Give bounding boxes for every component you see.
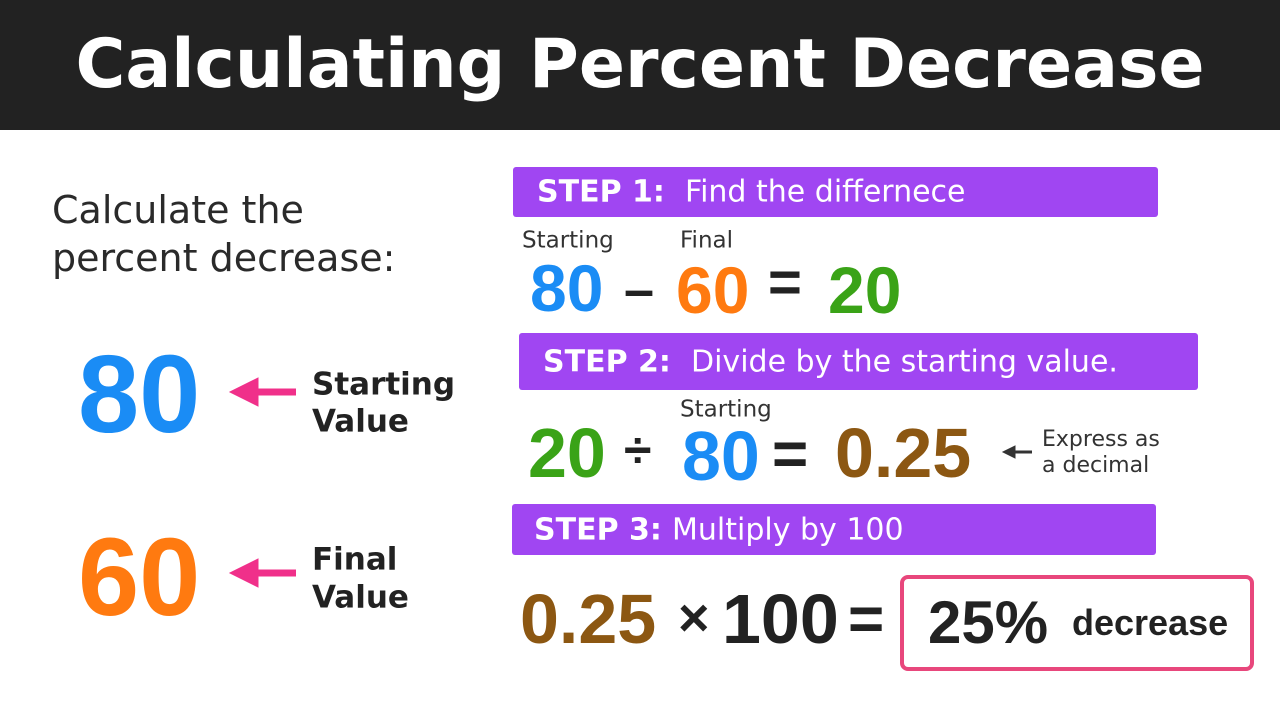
arrow-head bbox=[1001, 445, 1016, 459]
step-bar: STEP 2: Divide by the starting value. bbox=[519, 333, 1198, 390]
step-bar: STEP 1: Find the differnece bbox=[513, 167, 1158, 217]
given-label: Value bbox=[312, 579, 409, 616]
number: 100 bbox=[722, 580, 839, 658]
header bbox=[0, 0, 1280, 130]
operator: = bbox=[848, 585, 885, 654]
number: 60 bbox=[676, 253, 750, 327]
given-label: Final bbox=[312, 541, 398, 578]
given-value: 80 bbox=[78, 333, 201, 456]
note: Express as bbox=[1042, 427, 1160, 452]
number: 80 bbox=[530, 251, 604, 325]
operator: × bbox=[678, 588, 710, 648]
number: 80 bbox=[682, 417, 760, 495]
number: 20 bbox=[828, 253, 902, 327]
given-label: Starting bbox=[312, 366, 456, 403]
step-text: Multiply by 100 bbox=[672, 512, 904, 547]
step-label: STEP 2: bbox=[543, 344, 671, 379]
operator: – bbox=[624, 260, 655, 320]
step-bar: STEP 3: Multiply by 100 bbox=[512, 504, 1156, 555]
operator: ÷ bbox=[624, 422, 652, 478]
number: 0.25 bbox=[835, 414, 972, 492]
given-label: Value bbox=[312, 403, 409, 440]
caption: Starting bbox=[680, 396, 772, 423]
operator: = bbox=[772, 420, 809, 489]
prompt: Calculate the bbox=[52, 188, 304, 232]
result-unit: decrease bbox=[1072, 602, 1229, 643]
step-label: STEP 1: bbox=[537, 174, 665, 210]
operator: = bbox=[768, 250, 802, 315]
arrow-head bbox=[228, 377, 259, 407]
prompt: percent decrease: bbox=[52, 236, 396, 280]
step-label: STEP 3: bbox=[534, 512, 662, 547]
number: 20 bbox=[528, 414, 606, 492]
step-text: Divide by the starting value. bbox=[691, 344, 1118, 379]
step-text: Find the differnece bbox=[685, 174, 966, 210]
arrow-head bbox=[228, 558, 259, 588]
number: 0.25 bbox=[520, 580, 657, 658]
note: a decimal bbox=[1042, 453, 1150, 478]
result-value: 25% bbox=[928, 589, 1049, 656]
caption: Final bbox=[680, 227, 734, 254]
caption: Starting bbox=[522, 227, 614, 254]
title: Calculating Percent Decrease bbox=[75, 25, 1205, 104]
result-box bbox=[900, 575, 1254, 671]
given-value: 60 bbox=[78, 516, 201, 639]
